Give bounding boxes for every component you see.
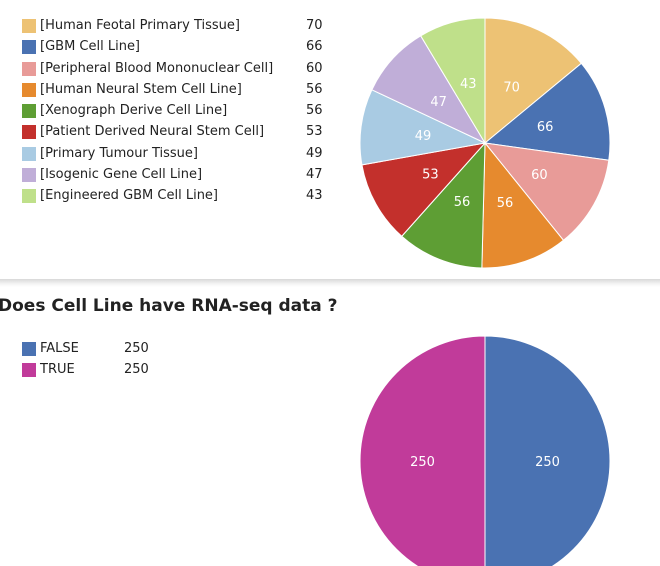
legend-value: 70 (306, 18, 323, 33)
rnaseq-slice-label: 250 (410, 455, 435, 470)
legend-swatch (22, 40, 36, 55)
cell-type-pie-slice (361, 142, 487, 237)
cell-type-chart-panel: [Human Feotal Primary Tissue] 70 [GBM Cell… (0, 0, 660, 280)
legend-value: 43 (306, 188, 323, 204)
legend-label: [GBM Cell Line] (40, 39, 141, 55)
legend-swatch (22, 146, 36, 161)
legend-swatch (22, 19, 36, 33)
legend-value: 56 (306, 81, 323, 97)
cell-type-slice-label: 56 (497, 196, 514, 211)
legend-label: [Engineered GBM Cell Line] (40, 188, 219, 204)
cell-type-pie-slice (420, 17, 486, 145)
legend-label: [Isogenic Gene Cell Line] (40, 167, 203, 183)
legend-value: 60 (306, 60, 323, 76)
legend-swatch (22, 61, 36, 76)
rnaseq-pie-chart: 250 250 (359, 335, 611, 566)
legend-value: 49 (306, 145, 323, 161)
cell-type-slice-label: 43 (460, 77, 477, 92)
legend-swatch (22, 342, 36, 356)
legend-label: TRUE (40, 362, 75, 378)
cell-type-pie-slice (401, 141, 486, 269)
legend-label: [Peripheral Blood Mononuclear Cell] (40, 60, 274, 76)
section-divider (0, 279, 660, 287)
legend-label: [Human Feotal Primary Tissue] (40, 18, 240, 33)
cell-type-slice-label: 66 (537, 120, 554, 135)
legend-swatch (22, 168, 36, 183)
cell-type-pie-slice (484, 17, 583, 145)
rnaseq-chart-title: Does Cell Line have RNA-seq data ? (0, 296, 338, 316)
cell-type-slice-label: 53 (422, 167, 439, 182)
cell-type-pie-slice (359, 89, 487, 166)
legend-label: [Primary Tumour Tissue] (40, 145, 198, 161)
cell-type-slice-label: 56 (454, 195, 471, 210)
cell-type-pie-slice (481, 141, 565, 269)
cell-type-slice-label: 49 (415, 129, 432, 144)
legend-value: 56 (306, 103, 323, 119)
legend-swatch (22, 125, 36, 140)
legend-label: FALSE (40, 341, 79, 356)
cell-type-slice-label: 60 (531, 168, 548, 183)
legend-value: 250 (124, 362, 149, 378)
rnaseq-chart-panel: Does Cell Line have RNA-seq data ? FALSE… (0, 287, 660, 566)
cell-type-pie-slice (483, 62, 611, 161)
legend-swatch (22, 189, 36, 204)
legend-value: 66 (306, 39, 323, 55)
legend-swatch (22, 104, 36, 119)
legend-swatch (22, 363, 36, 378)
cell-type-pie-slice (483, 142, 610, 242)
legend-label: [Human Neural Stem Cell Line] (40, 81, 242, 97)
legend-value: 250 (124, 341, 149, 356)
legend-label: [Patient Derived Neural Stem Cell] (40, 124, 265, 140)
legend-value: 53 (306, 124, 323, 140)
legend-swatch (22, 82, 36, 97)
cell-type-slice-label: 47 (430, 95, 447, 110)
legend-value: 47 (306, 167, 323, 183)
legend-label: [Xenograph Derive Cell Line] (40, 103, 228, 119)
rnaseq-pie-slice (359, 335, 486, 566)
cell-type-slice-label: 70 (503, 80, 520, 95)
cell-type-pie-chart: 70 66 60 56 56 53 49 47 43 (359, 17, 611, 269)
rnaseq-slice-label: 250 (535, 455, 560, 470)
rnaseq-pie-slice (484, 335, 611, 566)
